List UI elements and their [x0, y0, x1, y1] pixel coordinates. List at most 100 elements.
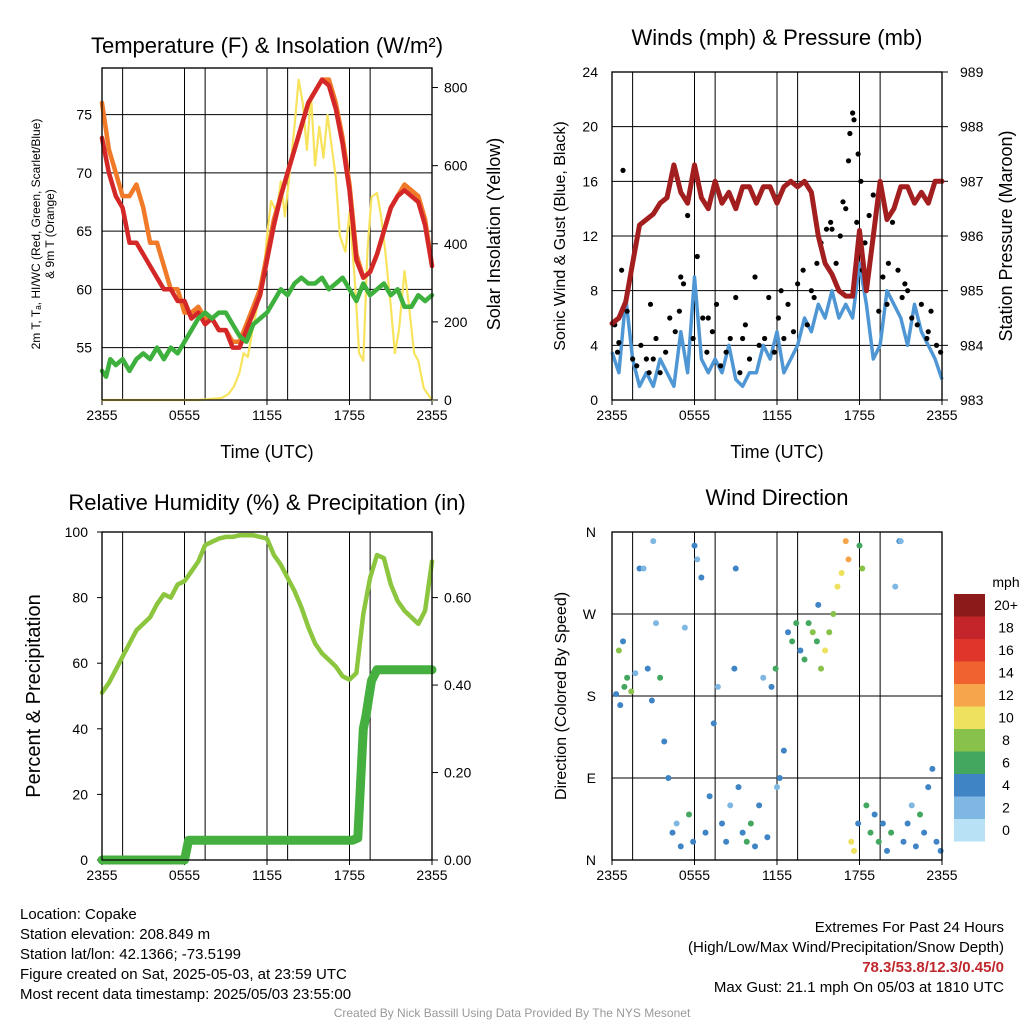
colorbar-label: 2: [1002, 800, 1010, 816]
chart-panel-4: 2355 0555 1155 1755 2355 Wind Direction N E S W N D…: [553, 485, 1020, 883]
gust-point: [781, 335, 787, 342]
colorbar-title: mph: [992, 574, 1019, 590]
y-tick-label-left: 100: [65, 524, 89, 540]
series-line-3: [99, 77, 435, 350]
direction-point: [830, 611, 837, 617]
chart-title: Relative Humidity (%) & Precipitation (i…: [68, 490, 465, 515]
direction-point: [888, 829, 895, 836]
direction-point: [640, 565, 647, 572]
y-tick-label-left: 0: [80, 852, 88, 868]
colorbar-label: 18: [998, 620, 1014, 636]
y-tick-label-right: 0.20: [444, 765, 471, 781]
gust-point: [924, 335, 930, 342]
direction-point: [617, 702, 624, 709]
y-tick-label-left: 4: [590, 337, 598, 353]
wind-speed-line: [610, 261, 944, 389]
direction-point: [669, 829, 676, 836]
gust-point: [902, 281, 908, 287]
direction-point: [628, 688, 635, 695]
direction-point: [776, 775, 783, 781]
direction-point: [752, 843, 758, 850]
direction-point: [732, 565, 739, 572]
direction-point: [739, 829, 746, 836]
gust-point: [795, 281, 801, 287]
x-tick-label: 0555: [679, 867, 710, 883]
x-tick-label: 1155: [252, 407, 282, 423]
direction-point: [871, 811, 878, 818]
direction-point: [698, 574, 705, 581]
direction-point: [848, 838, 855, 845]
direction-point: [686, 811, 692, 818]
colorbar-swatch: [954, 639, 985, 662]
gust-point: [785, 301, 791, 307]
gust-point: [858, 178, 864, 184]
gust-point: [850, 110, 856, 116]
direction-point: [813, 638, 820, 645]
gust-point: [694, 253, 700, 260]
credit-line: Created By Nick Bassill Using Data Provi…: [333, 1006, 691, 1020]
direction-point: [917, 811, 923, 818]
gust-point: [630, 356, 636, 362]
gust-point: [771, 349, 777, 355]
y-tick-label-right: 600: [444, 158, 468, 174]
gust-point: [914, 322, 920, 328]
y-tick-label-left: 12: [582, 228, 598, 244]
gust-point: [800, 267, 806, 273]
y-tick-label-right: 200: [444, 314, 468, 330]
direction-point: [805, 620, 812, 627]
direction-point: [774, 784, 780, 791]
y-tick-label-left: 60: [76, 281, 92, 297]
gust-point: [650, 356, 656, 362]
direction-point: [884, 847, 890, 854]
colorbar-swatch: [954, 751, 985, 774]
direction-point: [613, 691, 620, 698]
extremes-title: Extremes For Past 24 Hours: [814, 919, 1004, 936]
gust-point: [727, 335, 733, 342]
x-tick-label: 0555: [679, 407, 710, 423]
direction-point: [937, 847, 944, 854]
gust-point: [928, 308, 934, 314]
colorbar: mph 20+ 18 16 14 12 10 8 6 4 2 0: [954, 574, 1020, 842]
station-location: Location: Copake: [20, 906, 137, 923]
direction-point: [624, 674, 631, 681]
chart-panel-3: 2355 0555 1155 1755 2355 Relative Humidity (%…: [23, 490, 471, 883]
gust-point: [752, 274, 758, 280]
gust-point: [885, 260, 891, 266]
gust-point: [619, 267, 625, 273]
direction-point: [702, 829, 709, 836]
gust-point: [733, 294, 739, 301]
x-tick-label: 2355: [86, 867, 117, 883]
y-tick-label-right: 989: [960, 64, 984, 80]
direction-point: [912, 843, 919, 850]
direction-point: [764, 834, 771, 841]
direction-point: [735, 784, 742, 791]
y-tick-label: N: [586, 524, 596, 540]
chart-title: Winds (mph) & Pressure (mb): [632, 25, 923, 50]
direction-point: [826, 629, 833, 636]
y-tick-label-left: 16: [582, 173, 598, 189]
colorbar-swatch: [954, 616, 985, 639]
y-tick-label-right: 800: [444, 80, 468, 96]
gust-point: [700, 315, 706, 321]
chart-panel-1: 2355 0555 1155 1755 2355 Temperature (F) & In…: [29, 33, 504, 462]
y-tick-label-left: 80: [72, 590, 88, 606]
direction-point: [925, 784, 932, 791]
direction-point: [801, 656, 808, 663]
colorbar-label: 6: [1002, 755, 1010, 771]
colorbar-label: 20+: [994, 597, 1018, 613]
y-tick-label-left: 20: [582, 119, 598, 135]
gust-point: [884, 301, 890, 307]
gust-point: [620, 167, 626, 173]
y-axis-label-left: Sonic Wind & Gust (Blue, Black): [552, 121, 569, 350]
chart-panel-2: 2355 0555 1155 1755 2355 Winds (mph) & Pressu…: [552, 25, 1016, 462]
colorbar-swatch: [954, 706, 985, 729]
direction-point: [875, 838, 882, 845]
direction-point: [710, 720, 717, 727]
gust-point: [657, 370, 663, 376]
gust-point: [851, 117, 857, 123]
direction-point: [768, 683, 775, 690]
gust-point: [718, 363, 724, 369]
direction-point: [615, 647, 622, 654]
y-tick-label-left: 70: [76, 165, 92, 181]
colorbar-swatch: [954, 594, 985, 617]
